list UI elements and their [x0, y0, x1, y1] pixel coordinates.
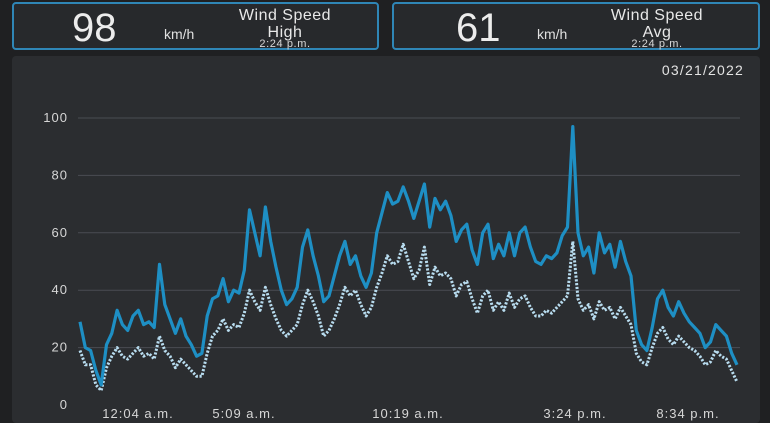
x-tick-label: 3:24 p.m.	[543, 406, 606, 421]
x-tick-label: 8:34 p.m.	[656, 406, 719, 421]
y-tick-label: 20	[52, 340, 68, 355]
avg-value: 61	[456, 6, 501, 50]
series-high-line	[78, 124, 739, 387]
high-unit: km/h	[164, 26, 195, 42]
avg-title-line2: Avg	[642, 24, 672, 41]
y-tick-label: 40	[52, 282, 68, 297]
avg-unit: km/h	[537, 26, 568, 42]
wind-speed-high-card[interactable]: 98 km/h Wind Speed High 2:24 p.m.	[12, 2, 379, 50]
y-tick-label: 100	[43, 110, 68, 125]
avg-time: 2:24 p.m.	[631, 38, 683, 50]
high-value: 98	[72, 6, 117, 50]
high-title: Wind Speed High	[200, 7, 370, 41]
x-tick-label: 5:09 a.m.	[212, 406, 275, 421]
avg-title: Wind Speed Avg	[572, 7, 742, 41]
avg-title-line1: Wind Speed	[610, 7, 704, 24]
wind-speed-avg-card[interactable]: 61 km/h Wind Speed Avg 2:24 p.m.	[392, 2, 760, 50]
x-tick-label: 10:19 a.m.	[372, 406, 443, 421]
y-tick-label: 0	[60, 397, 68, 412]
high-title-line2: High	[267, 24, 303, 41]
chart-date: 03/21/2022	[661, 62, 744, 78]
y-tick-label: 80	[52, 167, 68, 182]
chart-panel	[12, 56, 760, 423]
high-title-line1: Wind Speed	[238, 7, 332, 24]
y-tick-label: 60	[52, 225, 68, 240]
x-tick-label: 12:04 a.m.	[102, 406, 173, 421]
high-time: 2:24 p.m.	[259, 38, 311, 50]
series-avg-line	[78, 239, 739, 393]
